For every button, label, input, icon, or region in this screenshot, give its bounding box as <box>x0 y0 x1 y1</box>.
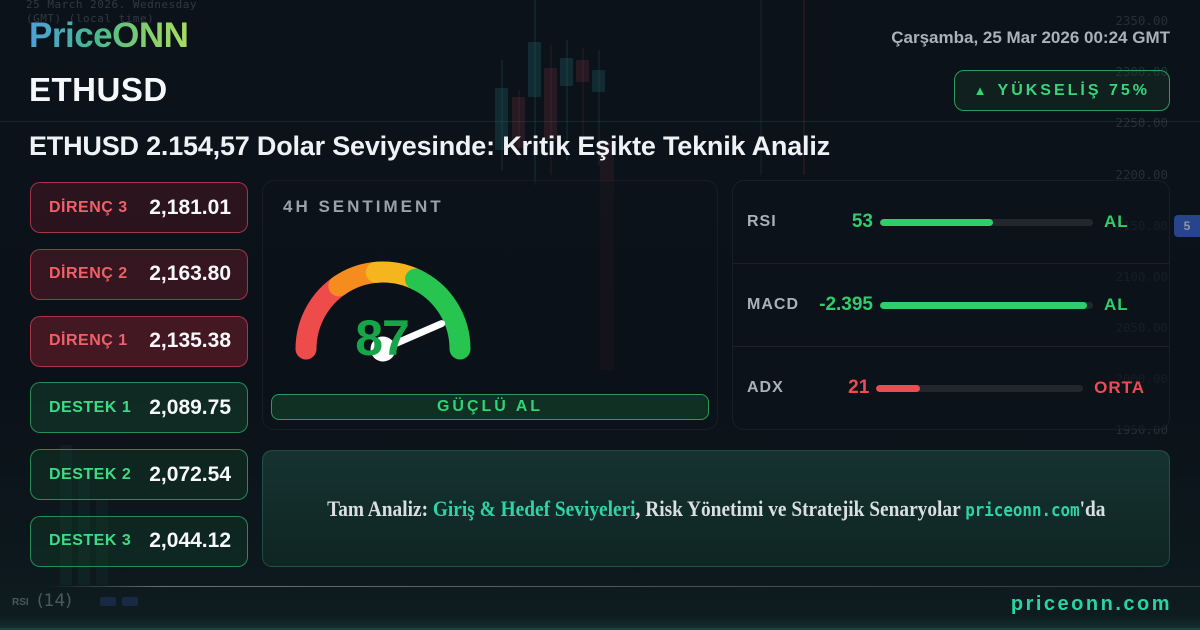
level-label: DİRENÇ 2 <box>49 265 128 283</box>
page-title: ETHUSD 2.154,57 Dolar Seviyesinde: Kriti… <box>29 131 830 161</box>
background-rsi-label: RSI <box>12 597 29 608</box>
cta-prefix: Tam Analiz: <box>326 495 433 521</box>
background-candle <box>528 0 541 190</box>
level-label: DİRENÇ 3 <box>49 198 128 216</box>
resistance-3-row: DİRENÇ 3 2,181.01 <box>30 182 248 233</box>
axis-label: 2200.00 <box>1115 167 1168 182</box>
indicator-row-adx: ADX 21 ORTA <box>733 346 1169 429</box>
background-blue-mark <box>100 597 116 606</box>
bottom-strip <box>0 616 1200 630</box>
indicator-value: 53 <box>851 211 873 232</box>
indicator-name: MACD <box>747 296 799 313</box>
cta-text: Tam Analiz: Giriş & Hedef Seviyeleri, Ri… <box>327 496 1105 522</box>
level-value: 2,044.12 <box>149 529 231 553</box>
footer-site-link[interactable]: priceonn.com <box>1010 593 1172 615</box>
background-candle <box>512 20 525 180</box>
indicator-signal: AL <box>1104 295 1129 314</box>
level-label: DİRENÇ 1 <box>49 332 128 350</box>
cta-link[interactable]: Giriş & Hedef Seviyeleri <box>432 495 636 521</box>
background-candle <box>560 20 573 190</box>
sentiment-card-title: 4H SENTIMENT <box>283 197 444 216</box>
cta-middle: , Risk Yönetimi ve Stratejik Senaryolar <box>635 495 965 521</box>
level-label: DESTEK 1 <box>49 398 132 416</box>
background-candle <box>576 20 589 190</box>
gauge-pivot <box>370 336 396 362</box>
background-date-text: 25 March 2026. Wednesday <box>26 0 197 11</box>
support-1-row: DESTEK 1 2,089.75 <box>30 382 248 434</box>
background-candle <box>495 20 508 180</box>
level-value: 2,181.01 <box>149 195 231 219</box>
axis-label: 2300.00 <box>1115 64 1168 79</box>
level-value: 2,163.80 <box>149 262 231 286</box>
trend-badge: ▲ YÜKSELİŞ 75% <box>953 70 1170 111</box>
signal-button[interactable]: GÜÇLÜ AL <box>271 394 709 420</box>
price-tag: 5 <box>1174 215 1200 237</box>
symbol-title: ETHUSD <box>29 71 168 108</box>
indicator-bar <box>880 218 1093 226</box>
support-2-row: DESTEK 2 2,072.54 <box>30 449 248 501</box>
axis-label: 2250.00 <box>1115 115 1168 130</box>
background-rsi-period: (14) <box>37 591 72 611</box>
background-candle <box>96 500 108 585</box>
indicator-bar-fill <box>880 301 1087 309</box>
level-value: 2,072.54 <box>149 462 231 486</box>
indicator-bar <box>880 301 1093 309</box>
indicator-row-macd: MACD -2.395 AL <box>733 263 1169 346</box>
indicator-signal: AL <box>1104 212 1129 231</box>
datetime-label: Çarşamba, 25 Mar 2026 00:24 GMT <box>891 28 1170 47</box>
levels-column: DİRENÇ 3 2,181.01 DİRENÇ 2 2,163.80 DİRE… <box>30 182 248 567</box>
footer-divider <box>47 586 1200 587</box>
cta-banner: Tam Analiz: Giriş & Hedef Seviyeleri, Ri… <box>262 450 1170 567</box>
background-candle <box>592 20 605 190</box>
axis-label: 2350.00 <box>1115 13 1168 28</box>
resistance-1-row: DİRENÇ 1 2,135.38 <box>30 315 248 367</box>
background-vline-red <box>803 0 805 175</box>
level-label: DESTEK 2 <box>49 465 132 483</box>
background-candle <box>544 20 557 190</box>
indicator-name: ADX <box>747 379 784 396</box>
indicator-bar <box>876 384 1084 392</box>
indicator-row-rsi: RSI 53 AL <box>733 181 1169 263</box>
indicator-bar-fill <box>876 384 920 392</box>
support-3-row: DESTEK 3 2,044.12 <box>30 515 248 567</box>
indicator-signal: ORTA <box>1094 378 1145 397</box>
background-candle <box>60 445 72 585</box>
level-value: 2,135.38 <box>149 329 231 353</box>
up-triangle-icon: ▲ <box>973 83 987 98</box>
background-vline-teal <box>760 0 762 175</box>
indicators-panel: RSI 53 AL MACD -2.395 AL ADX 21 ORTA <box>732 180 1170 430</box>
background-blue-mark <box>122 597 138 606</box>
sentiment-gauge <box>295 261 471 362</box>
level-label: DESTEK 3 <box>49 532 132 550</box>
signal-button-label: GÜÇLÜ AL <box>436 398 544 415</box>
indicator-value: 21 <box>848 377 870 398</box>
cta-suffix: 'da <box>1079 495 1106 521</box>
cta-site-link[interactable]: priceonn.com <box>964 499 1080 521</box>
background-candle <box>78 470 90 585</box>
indicator-bar-fill <box>880 218 993 226</box>
trend-badge-label: YÜKSELİŞ 75% <box>997 81 1150 99</box>
level-value: 2,089.75 <box>149 395 231 419</box>
indicator-value: -2.395 <box>819 294 873 315</box>
brand-logo[interactable]: PriceONN <box>29 16 189 55</box>
gauge-value: 87 <box>355 310 410 366</box>
indicator-name: RSI <box>747 213 777 230</box>
sentiment-card: 4H SENTIMENT 87 GÜÇLÜ AL <box>262 180 718 430</box>
background-gridline <box>0 121 1200 122</box>
resistance-2-row: DİRENÇ 2 2,163.80 <box>30 248 248 300</box>
background-timezone-text: (GMT) (local time) <box>26 12 154 25</box>
